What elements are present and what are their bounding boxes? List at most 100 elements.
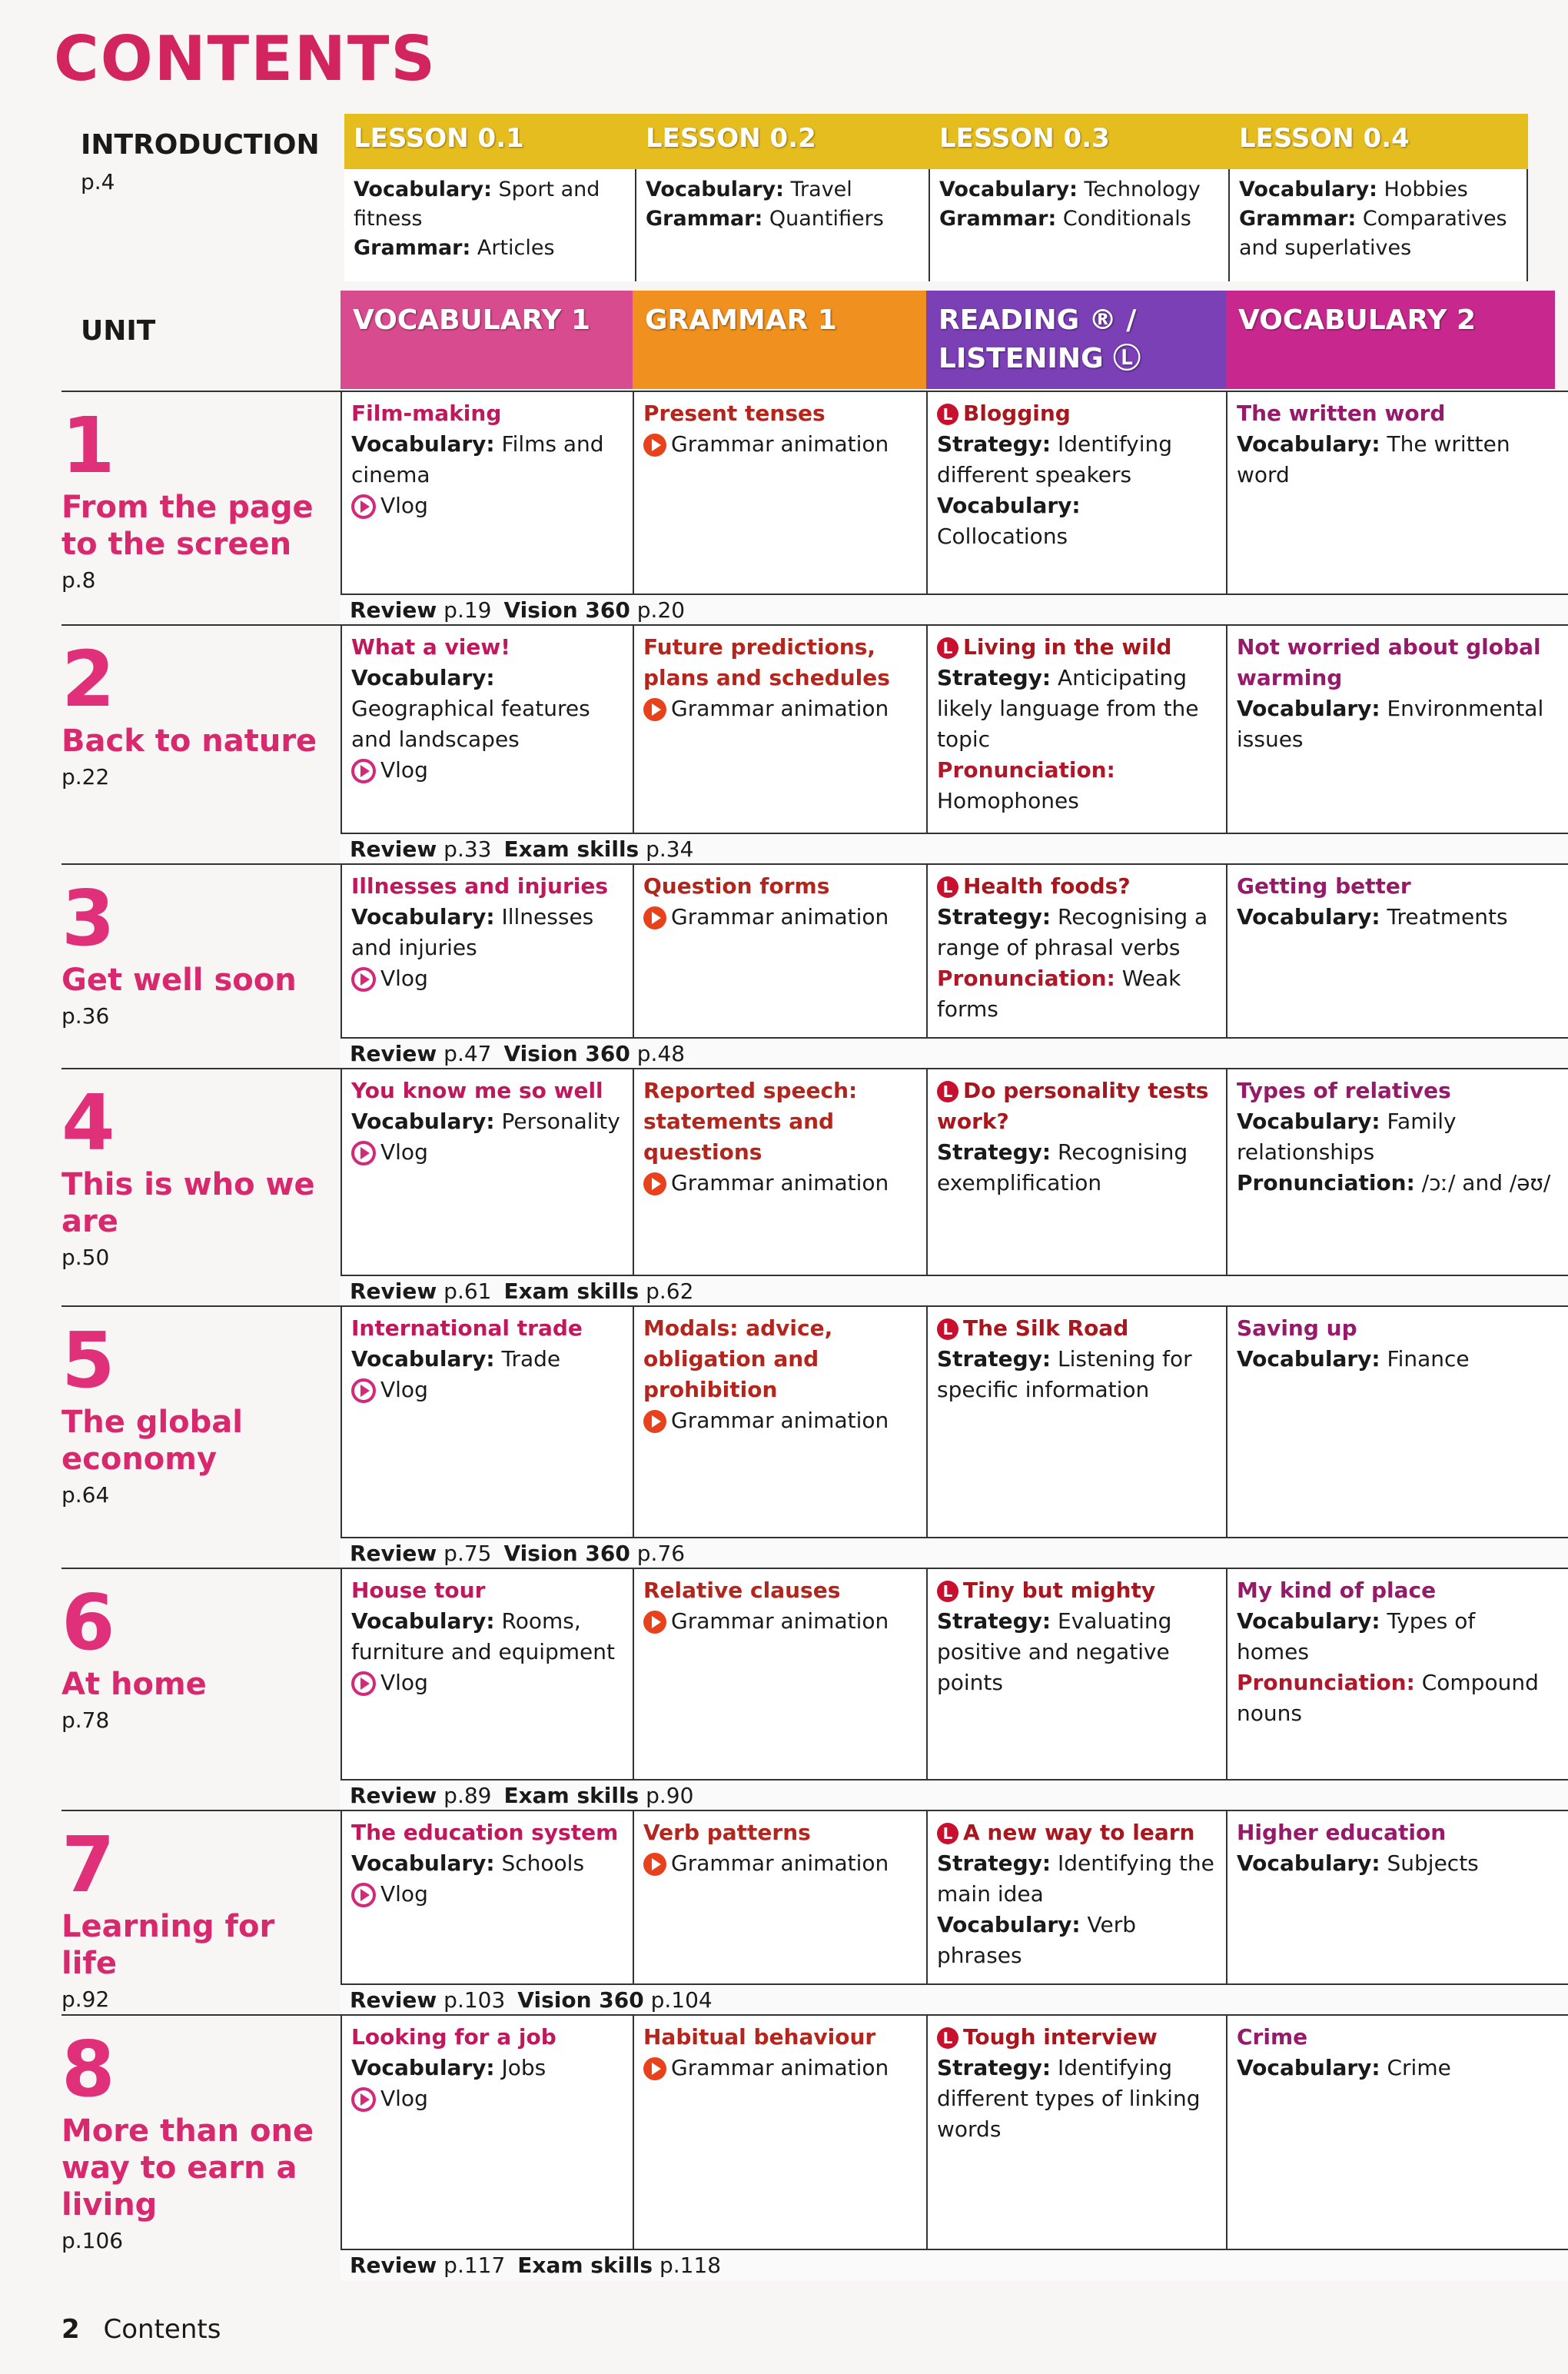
grammar-animation-link[interactable]: Grammar animation bbox=[643, 1606, 917, 1637]
play-icon bbox=[643, 1611, 666, 1634]
lesson-title: Looking for a job bbox=[351, 2022, 623, 2053]
review-page: p.90 bbox=[639, 1783, 694, 1808]
vlog-link[interactable]: Vlog bbox=[351, 963, 623, 994]
lesson-cell: Verb patterns Grammar animation bbox=[633, 1811, 926, 1985]
lesson-title-text: Illnesses and injuries bbox=[351, 873, 609, 899]
content-line: Vocabulary: Personality bbox=[351, 1106, 623, 1137]
vlog-link[interactable]: Vlog bbox=[351, 2083, 623, 2114]
line-label: Grammar: bbox=[1239, 207, 1357, 231]
lesson-cell: Illnesses and injuries Vocabulary: Illnes… bbox=[341, 865, 633, 1039]
listening-icon: L bbox=[937, 2027, 958, 2049]
lesson-cell: Film-making Vocabulary: Films and cinema V… bbox=[341, 392, 633, 595]
review-label: Exam skills bbox=[503, 836, 639, 862]
line-text: Types of homes bbox=[1237, 1608, 1476, 1664]
content-line: Strategy: Identifying different speakers bbox=[937, 429, 1217, 490]
lesson-title-text: Health foods? bbox=[963, 873, 1131, 899]
line-text: Family relationships bbox=[1237, 1109, 1457, 1165]
line-label: Strategy: bbox=[937, 2055, 1051, 2080]
unit-number: 3 bbox=[61, 873, 115, 963]
link-text: Vlog bbox=[380, 966, 428, 991]
unit-row: 1 From the page to the screen p.8 Film-maki… bbox=[61, 391, 1568, 626]
footer-label: Contents bbox=[103, 2314, 221, 2345]
grammar-animation-link[interactable]: Grammar animation bbox=[643, 1168, 917, 1199]
grammar-animation-link[interactable]: Grammar animation bbox=[643, 902, 917, 933]
lesson-title: What a view! bbox=[351, 632, 623, 663]
lesson-title-text: The written word bbox=[1237, 401, 1446, 426]
lesson-title: Relative clauses bbox=[643, 1575, 917, 1606]
review-label: Review bbox=[350, 597, 437, 623]
lesson-title-text: Do personality tests work? bbox=[937, 1078, 1209, 1134]
vlog-link[interactable]: Vlog bbox=[351, 490, 623, 521]
line-label: Vocabulary: bbox=[1237, 431, 1380, 457]
lesson-title: Getting better bbox=[1237, 871, 1553, 902]
line-text: Subjects bbox=[1380, 1850, 1479, 1876]
vlog-link[interactable]: Vlog bbox=[351, 1375, 623, 1405]
line-text: Illnesses and injuries bbox=[351, 904, 594, 960]
grammar-animation-link[interactable]: Grammar animation bbox=[643, 429, 917, 460]
lesson-title: L Do personality tests work? bbox=[937, 1076, 1217, 1137]
content-line: Vocabulary: Rooms, furniture and equipme… bbox=[351, 1606, 623, 1667]
grammar-animation-link[interactable]: Grammar animation bbox=[643, 693, 917, 724]
lesson-title: Film-making bbox=[351, 398, 623, 429]
content-line: Grammar: Quantifiers bbox=[646, 204, 919, 234]
content-line: Vocabulary: Illnesses and injuries bbox=[351, 902, 623, 963]
unit-title: At home bbox=[61, 1667, 207, 1702]
lesson-title: Crime bbox=[1237, 2022, 1553, 2053]
grammar-animation-link[interactable]: Grammar animation bbox=[643, 1848, 917, 1879]
unit-page: p.106 bbox=[61, 2228, 124, 2253]
introduction-page: p.4 bbox=[81, 169, 115, 195]
review-page: p.89 bbox=[437, 1783, 492, 1808]
play-icon bbox=[351, 1883, 376, 1907]
review-line: Review p.103 Vision 360 p.104 bbox=[341, 1983, 1568, 2016]
review-label: Exam skills bbox=[517, 2253, 653, 2278]
review-line: Review p.33 Exam skills p.34 bbox=[341, 833, 1568, 865]
unit-number: 1 bbox=[61, 401, 115, 490]
lesson-title-text: What a view! bbox=[351, 634, 510, 660]
unit-title: From the page to the screen bbox=[61, 490, 314, 562]
lesson-cell: L Tiny but mighty Strategy: Evaluating pos… bbox=[926, 1569, 1226, 1780]
lesson-title-text: Relative clauses bbox=[643, 1578, 841, 1603]
lesson-cell: Relative clauses Grammar animation bbox=[633, 1569, 926, 1780]
vlog-link[interactable]: Vlog bbox=[351, 1137, 623, 1168]
link-text: Grammar animation bbox=[671, 1608, 889, 1634]
lesson-title-text: Crime bbox=[1237, 2024, 1308, 2050]
unit-title: More than one way to earn a living bbox=[61, 2113, 314, 2223]
link-text: Grammar animation bbox=[671, 2055, 889, 2080]
lesson-header: LESSON 0.2 bbox=[636, 114, 930, 169]
unit-row: 2 Back to nature p.22 What a view! Vocabular… bbox=[61, 624, 1568, 865]
unit-page: p.92 bbox=[61, 1987, 110, 2012]
lesson-cell: Vocabulary: Sport and fitness Grammar: Ar… bbox=[344, 169, 636, 281]
play-icon bbox=[643, 2057, 666, 2080]
lesson-title-text: Getting better bbox=[1237, 873, 1411, 899]
lesson-title: Higher education bbox=[1237, 1817, 1553, 1848]
listening-icon: L bbox=[937, 876, 958, 898]
introduction-lessons: LESSON 0.1 LESSON 0.2 LESSON 0.3 LESSON 0.4… bbox=[344, 114, 1528, 281]
vlog-link[interactable]: Vlog bbox=[351, 1879, 623, 1910]
grammar-animation-link[interactable]: Grammar animation bbox=[643, 2053, 917, 2083]
lesson-title: The written word bbox=[1237, 398, 1553, 429]
unit-row: 6 At home p.78 House tour Vocabulary: Rooms,… bbox=[61, 1568, 1568, 1811]
play-icon bbox=[351, 1671, 376, 1696]
review-line: Review p.47 Vision 360 p.48 bbox=[341, 1037, 1568, 1069]
grammar-animation-link[interactable]: Grammar animation bbox=[643, 1405, 917, 1436]
lesson-title: House tour bbox=[351, 1575, 623, 1606]
play-icon bbox=[643, 1410, 666, 1433]
unit-info: 3 Get well soon p.36 bbox=[61, 865, 338, 1069]
lesson-cell: The written word Vocabulary: The written … bbox=[1226, 392, 1563, 595]
lesson-cell: L Health foods? Strategy: Recognising a ra… bbox=[926, 865, 1226, 1039]
play-icon bbox=[643, 1172, 666, 1195]
link-text: Vlog bbox=[380, 1670, 428, 1695]
link-text: Vlog bbox=[380, 493, 428, 518]
content-line: Strategy: Recognising a range of phrasal… bbox=[937, 902, 1217, 963]
unit-title: This is who we are bbox=[61, 1167, 315, 1239]
review-label: Exam skills bbox=[503, 1783, 639, 1808]
lesson-title: Future predictions, plans and schedules bbox=[643, 632, 917, 693]
vlog-link[interactable]: Vlog bbox=[351, 755, 623, 786]
content-line: Vocabulary: Crime bbox=[1237, 2053, 1553, 2083]
vlog-link[interactable]: Vlog bbox=[351, 1667, 623, 1698]
line-label: Strategy: bbox=[937, 1608, 1051, 1634]
unit-cells: Illnesses and injuries Vocabulary: Illnes… bbox=[341, 865, 1568, 1039]
line-text: Collocations bbox=[937, 524, 1068, 549]
content-line: Grammar: Conditionals bbox=[939, 204, 1219, 234]
